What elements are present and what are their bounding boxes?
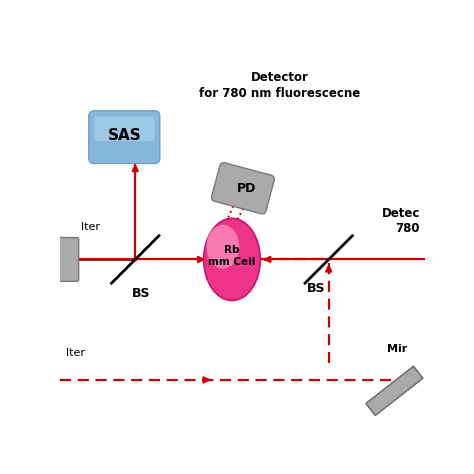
FancyBboxPatch shape <box>55 237 79 282</box>
Text: SAS: SAS <box>108 128 141 143</box>
Text: BS: BS <box>307 282 325 295</box>
Text: lter: lter <box>81 222 100 232</box>
Text: lter: lter <box>66 348 85 358</box>
Text: BS: BS <box>131 287 150 300</box>
Text: Detector
for 780 nm fluorescecne: Detector for 780 nm fluorescecne <box>199 72 360 100</box>
Text: Detec
780: Detec 780 <box>382 207 420 235</box>
FancyBboxPatch shape <box>94 117 155 141</box>
Text: PD: PD <box>237 182 256 195</box>
FancyBboxPatch shape <box>366 366 423 416</box>
Ellipse shape <box>206 225 239 269</box>
Text: Mir: Mir <box>387 344 407 355</box>
Text: Rb
mm Cell: Rb mm Cell <box>208 245 255 267</box>
Ellipse shape <box>204 219 260 301</box>
FancyBboxPatch shape <box>211 163 274 214</box>
FancyBboxPatch shape <box>89 111 160 164</box>
